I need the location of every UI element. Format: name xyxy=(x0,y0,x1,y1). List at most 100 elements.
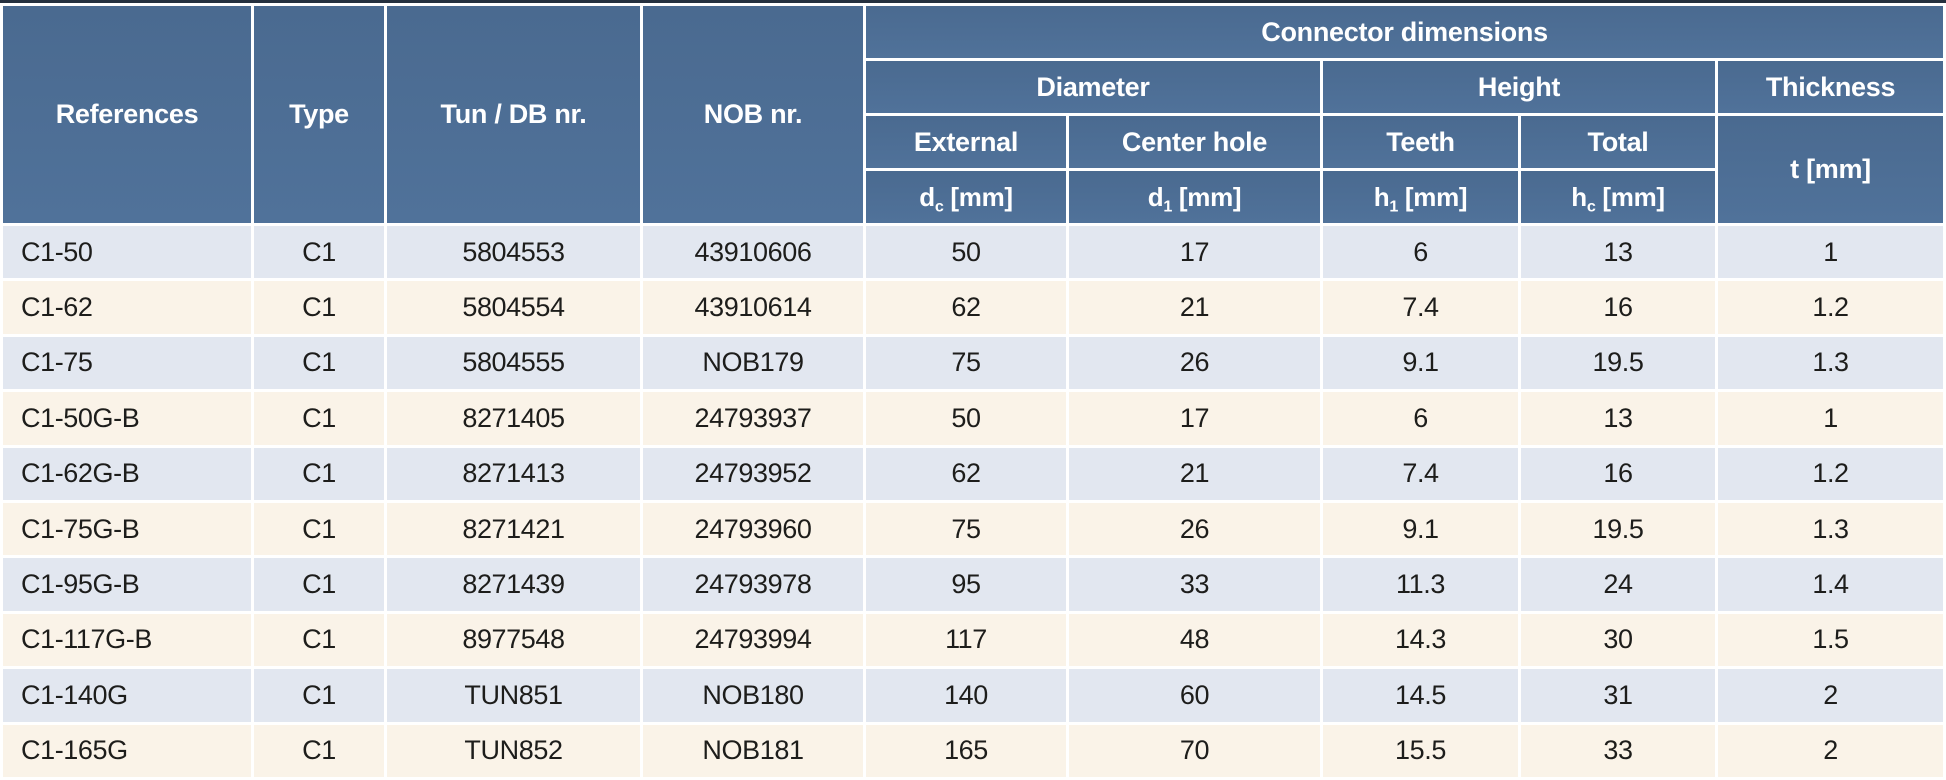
cell-dc: 50 xyxy=(866,226,1066,279)
col-header-tun-db-nr: Tun / DB nr. xyxy=(387,6,640,223)
hc-subscript: c xyxy=(1586,197,1596,216)
col-header-hc-mm: hc [mm] xyxy=(1521,171,1715,223)
cell-reference: C1-50 xyxy=(3,226,251,279)
cell-reference: C1-95G-B xyxy=(3,558,251,611)
col-header-external: External xyxy=(866,116,1066,168)
cell-d1: 26 xyxy=(1069,502,1320,556)
cell-h1: 9.1 xyxy=(1323,502,1518,556)
cell-reference: C1-165G xyxy=(3,724,251,777)
table-row: C1-140G C1 TUN851 NOB180 140 60 14.5 31 … xyxy=(3,669,1944,722)
cell-type: C1 xyxy=(254,502,384,556)
cell-dc: 117 xyxy=(866,613,1066,667)
cell-t: 1.3 xyxy=(1718,502,1944,556)
header-row-1: References Type Tun / DB nr. NOB nr. Con… xyxy=(3,6,1944,223)
table-row: C1-95G-B C1 8271439 24793978 95 33 11.3 … xyxy=(3,558,1944,611)
cell-dc: 165 xyxy=(866,724,1066,777)
col-header-t-mm: t [mm] xyxy=(1718,116,1944,223)
dc-symbol: d xyxy=(919,181,935,212)
cell-t: 2 xyxy=(1718,724,1944,777)
cell-hc: 13 xyxy=(1521,226,1715,279)
cell-h1: 9.1 xyxy=(1323,336,1518,390)
cell-type: C1 xyxy=(254,613,384,667)
cell-hc: 24 xyxy=(1521,558,1715,611)
table-row: C1-50G-B C1 8271405 24793937 50 17 6 13 … xyxy=(3,392,1944,445)
cell-d1: 17 xyxy=(1069,392,1320,445)
cell-tun-db: 5804553 xyxy=(387,226,640,279)
cell-d1: 48 xyxy=(1069,613,1320,667)
header-row-2: Diameter Height Thickness xyxy=(3,61,1944,113)
col-header-references: References xyxy=(3,6,251,223)
cell-reference: C1-75G-B xyxy=(3,502,251,556)
table-row: C1-165G C1 TUN852 NOB181 165 70 15.5 33 … xyxy=(3,724,1944,777)
table-row: C1-75G-B C1 8271421 24793960 75 26 9.1 1… xyxy=(3,502,1944,556)
cell-hc: 33 xyxy=(1521,724,1715,777)
d1-unit: [mm] xyxy=(1171,181,1242,212)
group-header-diameter: Diameter xyxy=(866,61,1320,113)
cell-d1: 21 xyxy=(1069,447,1320,500)
cell-nob: NOB179 xyxy=(643,336,863,390)
cell-type: C1 xyxy=(254,447,384,500)
cell-d1: 33 xyxy=(1069,558,1320,611)
cell-t: 1.2 xyxy=(1718,447,1944,500)
t-symbol: t xyxy=(1790,154,1799,184)
group-header-height: Height xyxy=(1323,61,1715,113)
cell-t: 1.2 xyxy=(1718,281,1944,334)
cell-nob: 24793952 xyxy=(643,447,863,500)
table-row: C1-50 C1 5804553 43910606 50 17 6 13 1 xyxy=(3,226,1944,279)
cell-nob: 43910606 xyxy=(643,226,863,279)
cell-reference: C1-62G-B xyxy=(3,447,251,500)
hc-unit: [mm] xyxy=(1595,181,1665,212)
cell-hc: 16 xyxy=(1521,281,1715,334)
cell-tun-db: TUN852 xyxy=(387,724,640,777)
cell-h1: 6 xyxy=(1323,226,1518,279)
cell-type: C1 xyxy=(254,392,384,445)
connector-dimensions-table: References Type Tun / DB nr. NOB nr. Con… xyxy=(0,3,1946,780)
d1-symbol: d xyxy=(1147,181,1164,212)
cell-hc: 31 xyxy=(1521,669,1715,722)
cell-t: 1.3 xyxy=(1718,336,1944,390)
cell-nob: NOB181 xyxy=(643,724,863,777)
col-header-teeth: Teeth xyxy=(1323,116,1518,168)
cell-hc: 19.5 xyxy=(1521,336,1715,390)
cell-tun-db: 8271405 xyxy=(387,392,640,445)
cell-hc: 13 xyxy=(1521,392,1715,445)
cell-reference: C1-117G-B xyxy=(3,613,251,667)
col-header-nob-nr: NOB nr. xyxy=(643,6,863,223)
cell-nob: 43910614 xyxy=(643,281,863,334)
cell-d1: 21 xyxy=(1069,281,1320,334)
cell-h1: 6 xyxy=(1323,392,1518,445)
cell-dc: 62 xyxy=(866,281,1066,334)
cell-dc: 75 xyxy=(866,336,1066,390)
cell-type: C1 xyxy=(254,558,384,611)
cell-nob: 24793937 xyxy=(643,392,863,445)
table-row: C1-62G-B C1 8271413 24793952 62 21 7.4 1… xyxy=(3,447,1944,500)
dc-unit: [mm] xyxy=(943,181,1013,212)
cell-t: 1 xyxy=(1718,226,1944,279)
col-header-center-hole: Center hole xyxy=(1069,116,1320,168)
h1-symbol: h xyxy=(1373,181,1390,212)
cell-nob: 24793960 xyxy=(643,502,863,556)
cell-tun-db: 5804555 xyxy=(387,336,640,390)
cell-dc: 95 xyxy=(866,558,1066,611)
d1-subscript: 1 xyxy=(1163,197,1172,216)
cell-h1: 14.3 xyxy=(1323,613,1518,667)
cell-nob: 24793978 xyxy=(643,558,863,611)
cell-type: C1 xyxy=(254,724,384,777)
cell-t: 1.5 xyxy=(1718,613,1944,667)
table-row: C1-117G-B C1 8977548 24793994 117 48 14.… xyxy=(3,613,1944,667)
cell-dc: 50 xyxy=(866,392,1066,445)
cell-type: C1 xyxy=(254,281,384,334)
hc-symbol: h xyxy=(1571,181,1587,212)
cell-reference: C1-75 xyxy=(3,336,251,390)
cell-type: C1 xyxy=(254,669,384,722)
cell-t: 1 xyxy=(1718,392,1944,445)
cell-hc: 16 xyxy=(1521,447,1715,500)
group-header-connector-dimensions: Connector dimensions xyxy=(866,6,1944,58)
cell-t: 1.4 xyxy=(1718,558,1944,611)
group-header-thickness: Thickness xyxy=(1718,61,1944,113)
col-header-total: Total xyxy=(1521,116,1715,168)
cell-type: C1 xyxy=(254,336,384,390)
cell-reference: C1-50G-B xyxy=(3,392,251,445)
cell-tun-db: 8271421 xyxy=(387,502,640,556)
